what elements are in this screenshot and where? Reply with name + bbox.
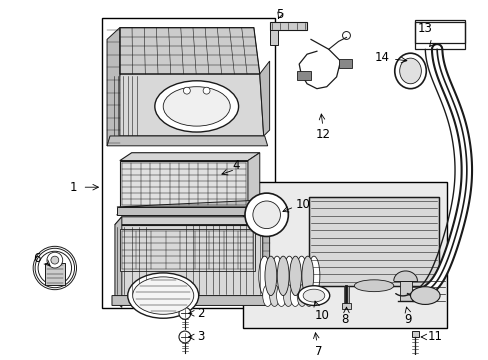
Polygon shape — [112, 74, 263, 136]
Bar — [343, 286, 349, 305]
Text: 7: 7 — [314, 345, 322, 358]
Bar — [415, 22, 464, 49]
Polygon shape — [115, 217, 267, 225]
Bar — [269, 30, 277, 45]
Ellipse shape — [264, 256, 276, 296]
Text: 11: 11 — [427, 330, 441, 343]
Polygon shape — [107, 28, 120, 146]
Ellipse shape — [163, 87, 230, 126]
Text: 13: 13 — [417, 22, 431, 35]
Polygon shape — [308, 197, 438, 286]
Bar — [117, 207, 249, 215]
Polygon shape — [262, 217, 269, 296]
Polygon shape — [120, 161, 247, 207]
Text: 8: 8 — [340, 313, 347, 326]
Text: 9: 9 — [403, 313, 410, 326]
Ellipse shape — [304, 285, 313, 306]
Polygon shape — [120, 28, 259, 74]
Ellipse shape — [399, 58, 421, 84]
Ellipse shape — [297, 285, 306, 306]
Bar — [308, 197, 438, 286]
Ellipse shape — [301, 256, 313, 296]
Polygon shape — [120, 153, 259, 161]
Circle shape — [179, 307, 190, 319]
Bar — [243, 182, 446, 328]
Text: 2: 2 — [196, 307, 204, 320]
Circle shape — [203, 87, 209, 94]
Ellipse shape — [283, 285, 293, 306]
Circle shape — [252, 201, 280, 229]
Ellipse shape — [270, 256, 283, 296]
Ellipse shape — [276, 285, 286, 306]
Text: 6: 6 — [34, 252, 41, 265]
Ellipse shape — [307, 256, 319, 296]
Polygon shape — [259, 61, 269, 136]
Ellipse shape — [258, 256, 270, 296]
Bar — [338, 59, 352, 68]
Ellipse shape — [277, 256, 288, 296]
Bar — [102, 18, 274, 309]
Polygon shape — [115, 217, 122, 307]
Circle shape — [183, 87, 190, 94]
Ellipse shape — [127, 273, 198, 318]
Ellipse shape — [155, 81, 238, 132]
Text: 10: 10 — [295, 198, 309, 211]
Polygon shape — [117, 200, 261, 207]
Circle shape — [47, 252, 62, 268]
Text: 14: 14 — [374, 51, 389, 64]
Ellipse shape — [290, 285, 300, 306]
Ellipse shape — [289, 256, 301, 296]
Ellipse shape — [262, 285, 272, 306]
Polygon shape — [107, 136, 267, 146]
Bar — [399, 281, 411, 301]
Bar — [341, 303, 351, 309]
Polygon shape — [120, 229, 254, 271]
Text: 1: 1 — [70, 181, 77, 194]
Bar — [269, 22, 306, 30]
Polygon shape — [247, 153, 259, 207]
Ellipse shape — [303, 289, 324, 302]
Polygon shape — [112, 296, 266, 305]
Circle shape — [51, 256, 59, 264]
Ellipse shape — [298, 286, 329, 305]
Ellipse shape — [132, 277, 193, 314]
Ellipse shape — [269, 285, 279, 306]
Bar — [411, 331, 419, 337]
Text: 3: 3 — [196, 330, 203, 343]
Ellipse shape — [295, 256, 307, 296]
Polygon shape — [115, 225, 262, 296]
Ellipse shape — [354, 280, 393, 292]
Bar — [415, 20, 464, 43]
Ellipse shape — [283, 256, 295, 296]
Text: 12: 12 — [315, 128, 330, 141]
Bar — [297, 71, 310, 80]
Text: 4: 4 — [232, 159, 239, 172]
Ellipse shape — [410, 287, 439, 305]
Bar — [45, 263, 64, 285]
Circle shape — [244, 193, 288, 237]
Text: 5: 5 — [275, 8, 283, 21]
Text: 10: 10 — [314, 309, 329, 322]
Circle shape — [179, 331, 190, 343]
